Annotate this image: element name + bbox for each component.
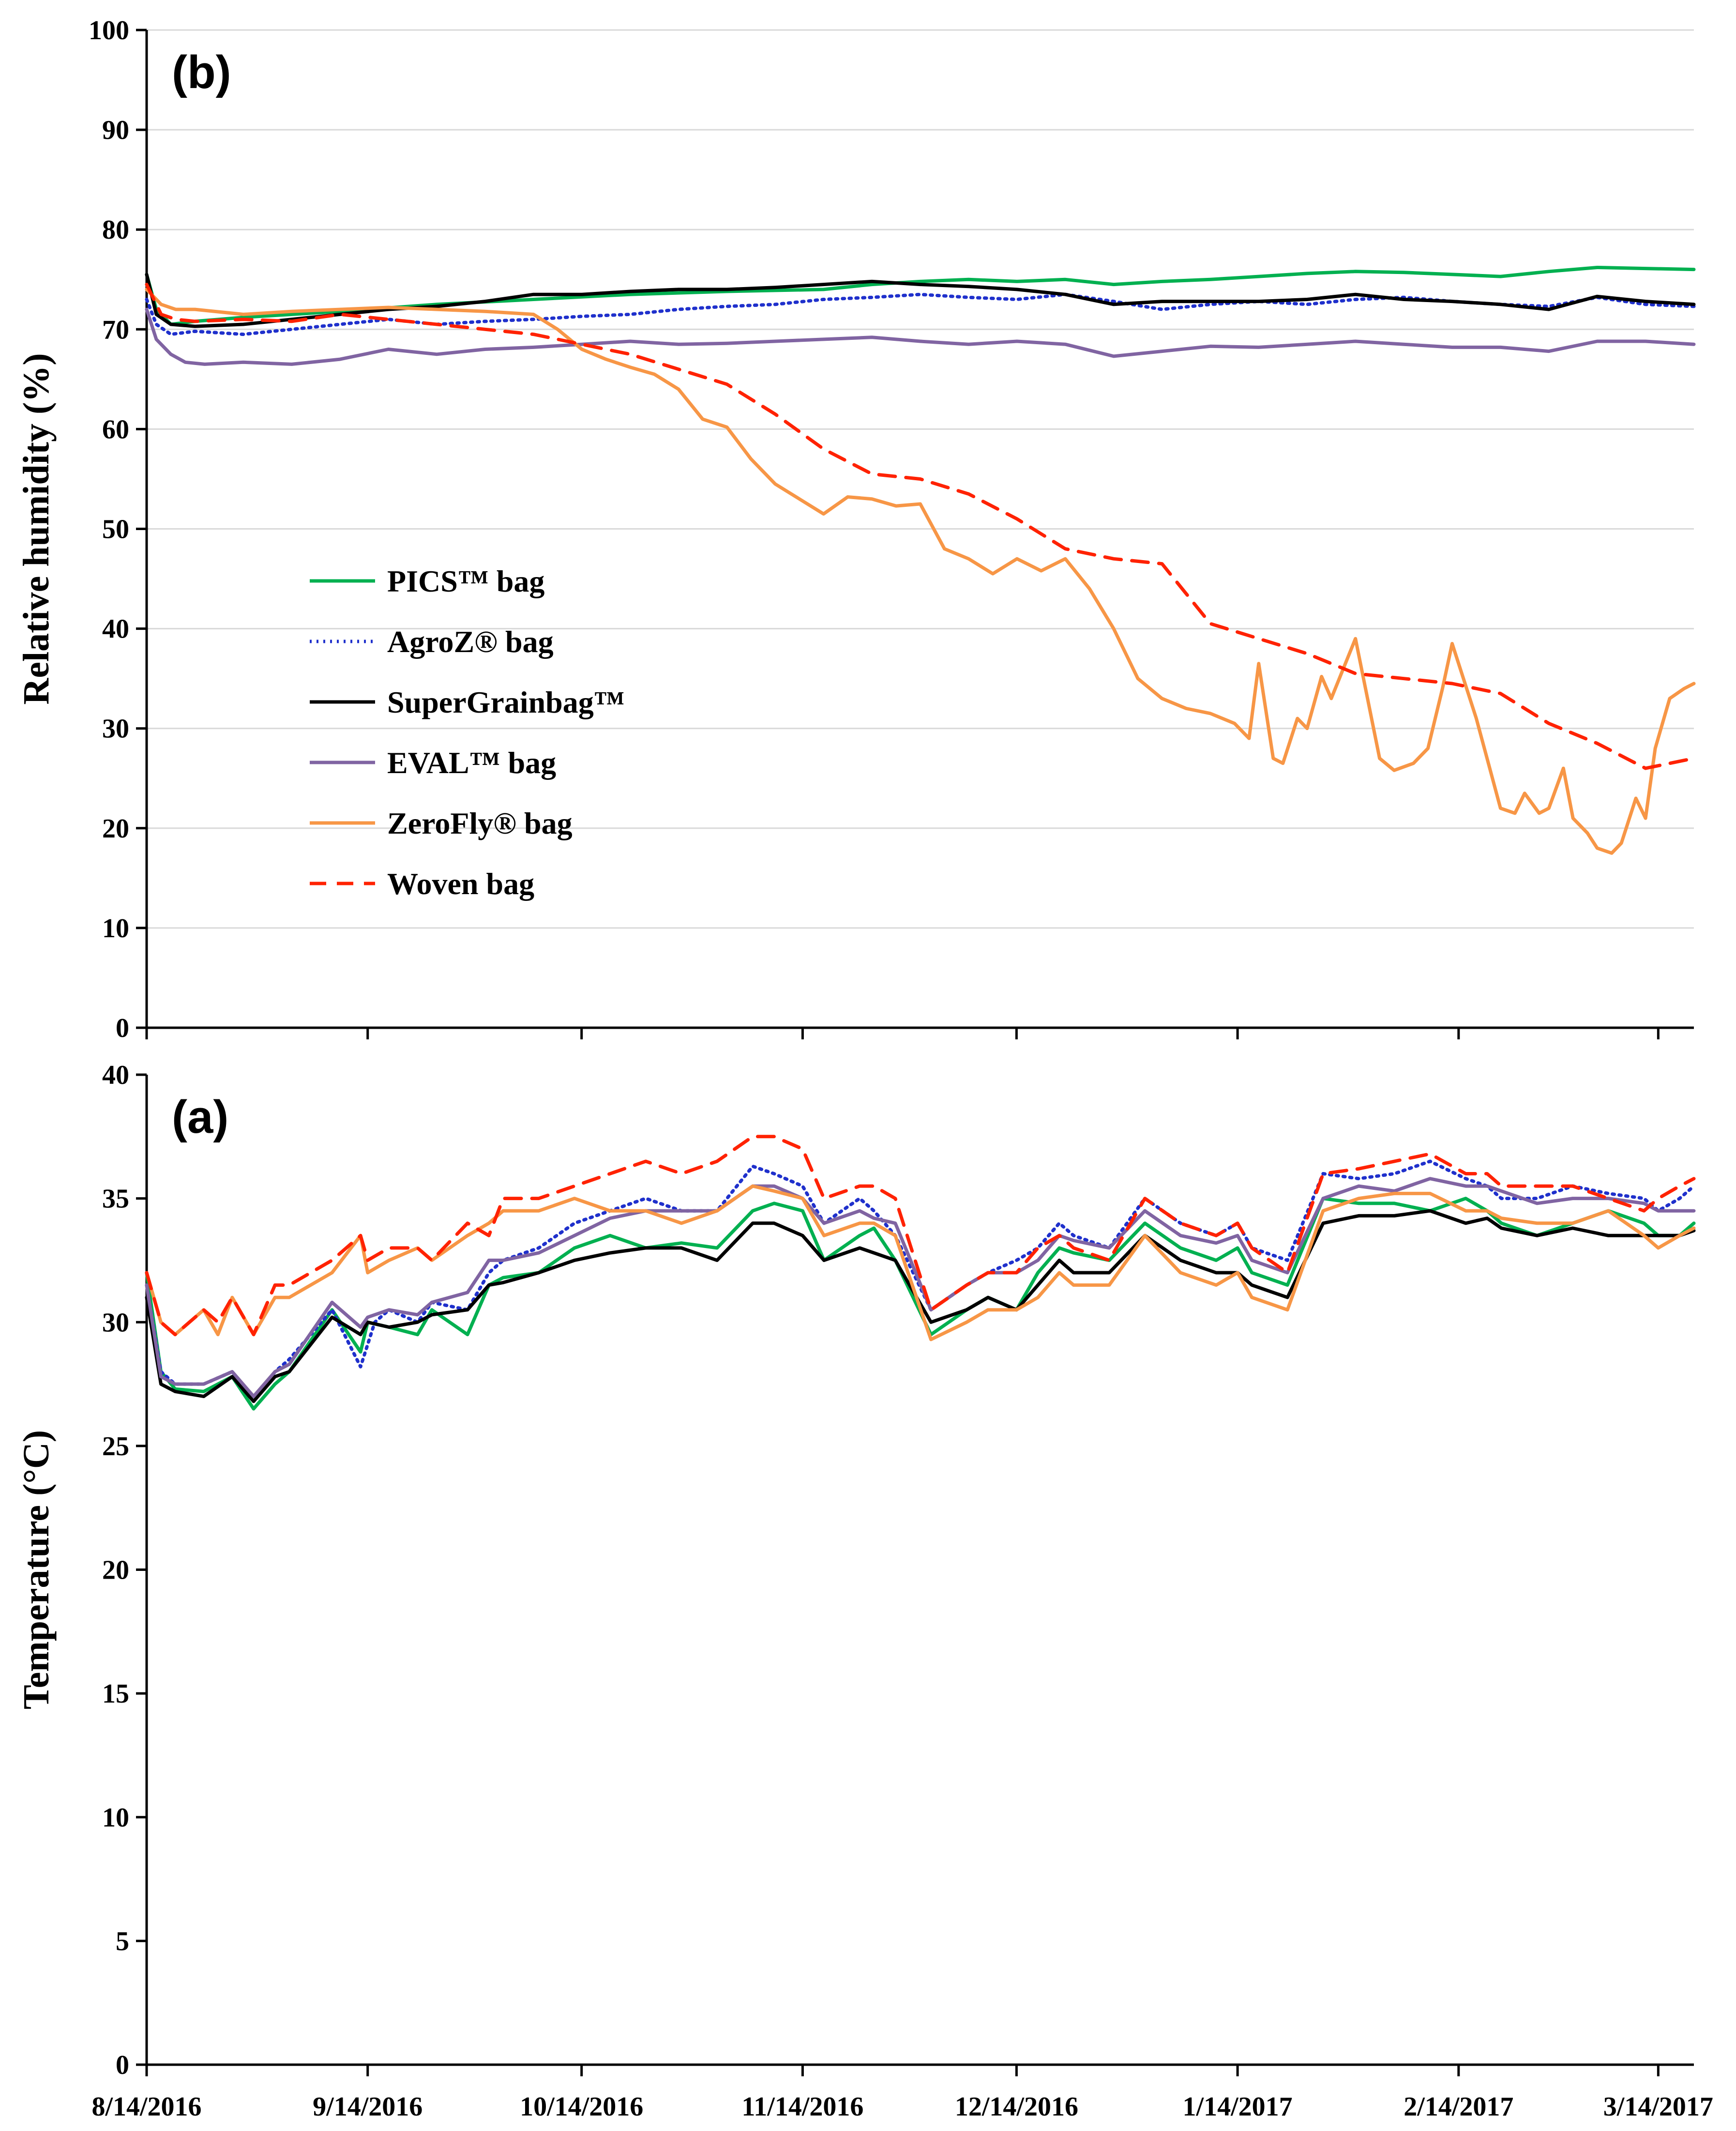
temperature-series-evalbag [145,1177,1696,1399]
x-tick-label: 10/14/2016 [520,2092,643,2122]
x-tick-label: 1/14/2017 [1183,2092,1293,2122]
humidity-y-tick-label: 90 [102,115,129,145]
temperature-y-tick-label: 40 [102,1060,129,1090]
temperature-y-tick-label: 15 [102,1679,129,1709]
x-tick-label: 8/14/2016 [91,2092,201,2122]
temperature-panel-label: (a) [172,1091,228,1143]
humidity-y-tick-label: 40 [102,614,129,644]
legend-label: PICS™ bag [387,564,544,598]
humidity-y-tick-label: 100 [89,15,129,46]
humidity-series-evalbag [145,307,1696,366]
humidity-y-tick-label: 20 [102,814,129,844]
humidity-y-tick-label: 30 [102,714,129,744]
temperature-axis-title: Temperature (°C) [16,1430,57,1709]
legend-label: AgroZ® bag [387,624,554,659]
humidity-y-tick-label: 80 [102,215,129,245]
legend: PICS™ bag AgroZ® bag SuperGrainbag™ EVAL™ b… [310,564,625,901]
humidity-axis-title-text: Relative humidity [16,414,57,705]
temperature-y-tick-label: 0 [116,2050,129,2080]
humidity-panel-label: (b) [172,46,231,98]
shared-x-axis: 8/14/2016 9/14/2016 10/14/2016 11/14/2016 12… [91,1028,1713,2122]
temperature-axis-title-text: Temperature [16,1496,57,1709]
temperature-y-tick-label: 25 [102,1431,129,1461]
temperature-series-zeroflybag [145,1184,1696,1341]
x-tick-label: 3/14/2017 [1603,2092,1713,2122]
humidity-y-tick-label: 10 [102,913,129,944]
x-tick-label: 9/14/2016 [313,2092,423,2122]
legend-label: SuperGrainbag™ [387,685,625,719]
humidity-y-tick-label: 70 [102,315,129,345]
temperature-panel: 0 5 10 15 20 25 30 35 40 (a) Temperature (°C) [16,1060,1696,2080]
temperature-y-tick-label: 5 [116,1926,129,1956]
legend-label: Woven bag [387,867,534,901]
humidity-panel: 0 10 20 30 40 50 60 70 80 90 100 (b) Relative humidi… [16,15,1696,1043]
legend-label: EVAL™ bag [387,746,556,780]
humidity-series-zeroflybag [145,288,1696,855]
temperature-axis-title-unit: (°C) [16,1430,57,1496]
temperature-y-tick-label: 20 [102,1555,129,1585]
x-tick-label: 12/14/2016 [955,2092,1078,2122]
legend-label: ZeroFly® bag [387,806,573,840]
temperature-y-tick-label: 10 [102,1803,129,1833]
humidity-series-wovenbag [145,283,1696,770]
humidity-axis-title: Relative humidity (%) [16,353,57,704]
humidity-series-picsbag [145,266,1696,326]
humidity-series-agrozbag [145,292,1696,336]
humidity-y-tick-label: 50 [102,515,129,545]
temperature-series-picsbag [145,1197,1696,1411]
humidity-y-tick-label: 60 [102,414,129,444]
x-tick-label: 11/14/2016 [741,2092,863,2122]
x-tick-label: 2/14/2017 [1404,2092,1513,2122]
temperature-series-supergrainbag [145,1209,1696,1403]
humidity-y-tick-label: 0 [116,1013,129,1043]
temperature-series-agrozbag [145,1159,1696,1403]
temperature-series-wovenbag [145,1135,1696,1337]
humidity-axis-title-unit: (%) [16,353,57,414]
temperature-y-tick-label: 30 [102,1308,129,1338]
temperature-y-tick-label: 35 [102,1184,129,1214]
